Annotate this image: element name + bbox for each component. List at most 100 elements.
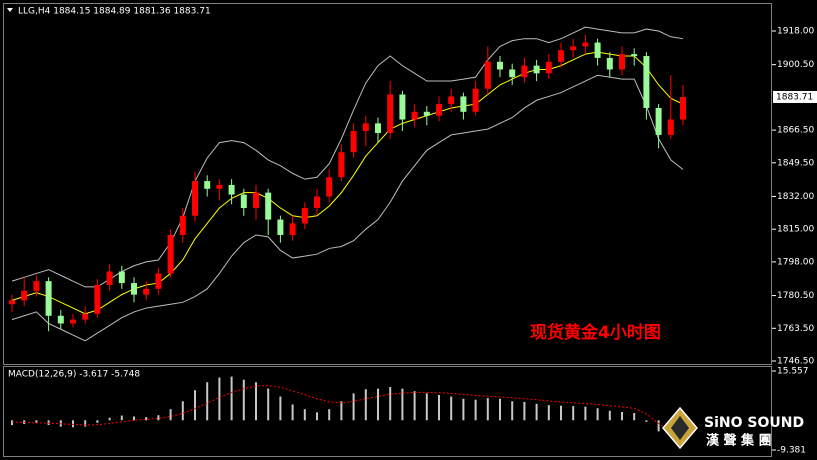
candle-body: [240, 194, 247, 209]
last-price-label: 1883.71: [776, 92, 813, 102]
candle-body: [216, 184, 223, 189]
y-tick-label: 1849.50: [777, 158, 814, 168]
candle-body: [399, 94, 406, 120]
macd-bar: [438, 394, 440, 421]
candle-body: [533, 65, 540, 74]
candle-body: [619, 54, 625, 70]
macd-bar: [242, 379, 245, 421]
candle-body: [667, 119, 674, 135]
macd-bar: [645, 420, 648, 422]
macd-bar: [230, 376, 233, 421]
candle-body: [301, 208, 308, 224]
macd-bar: [194, 390, 196, 421]
annotation: 现货黄金4小时图: [530, 322, 661, 343]
candle-body: [155, 273, 162, 289]
macd-bar: [279, 396, 282, 421]
macd-bar: [316, 412, 318, 421]
y-tick-label: 1918.00: [777, 26, 814, 36]
signal-line: [11, 384, 684, 439]
candle-body: [118, 271, 125, 284]
macd-bar: [108, 417, 111, 421]
candle-body: [545, 61, 552, 74]
macd-bar: [511, 401, 514, 421]
candle-body: [167, 234, 174, 274]
candle-body: [33, 281, 40, 291]
y-tick-label: 1815.00: [777, 225, 814, 235]
macd-bar: [389, 387, 392, 421]
macd-bar: [462, 398, 465, 421]
y-tick-label: 15.557: [777, 367, 809, 377]
y-tick-label: 1780.50: [777, 291, 814, 301]
candle-body: [497, 61, 503, 70]
candle-body: [179, 215, 186, 235]
candle-body: [606, 57, 613, 70]
candle-body: [582, 42, 589, 47]
macd-bar: [145, 417, 148, 421]
y-tick-label: -9.381: [777, 446, 806, 456]
macd-bar: [84, 420, 87, 427]
candle-body: [472, 88, 479, 112]
macd-title: MACD(12,26,9) -3.617 -5.748: [8, 370, 140, 380]
candle-body: [192, 181, 198, 216]
macd-bar: [133, 416, 135, 421]
candle-body: [558, 50, 564, 62]
logo: SiNO SOUND 漢 聲 集 團: [662, 406, 804, 450]
y-tick-label: 1763.50: [777, 324, 814, 334]
macd-bar: [157, 415, 160, 421]
macd-bar: [181, 401, 184, 421]
bollinger-lower: [11, 74, 684, 342]
macd-bar: [267, 388, 270, 421]
macd-bar: [218, 377, 221, 421]
macd-bar: [572, 406, 575, 421]
macd-bar: [413, 391, 416, 421]
macd-bar: [584, 406, 587, 421]
candle-body: [253, 192, 259, 209]
candle-body: [143, 288, 150, 295]
candle-body: [204, 181, 211, 189]
candle-body: [277, 219, 284, 235]
candle-body: [436, 104, 442, 116]
candle-body: [570, 46, 577, 51]
y-tick-label: 1746.50: [777, 356, 814, 366]
candle-body: [338, 152, 345, 178]
candle-body: [521, 65, 528, 78]
candle-body: [314, 196, 320, 209]
candle-body: [594, 42, 601, 58]
macd-bar: [340, 401, 343, 421]
macd-bar: [35, 420, 38, 423]
candle-body: [680, 96, 686, 120]
candle-body: [375, 123, 381, 133]
candle-body: [57, 315, 64, 324]
y-tick-label: 1900.50: [777, 60, 814, 70]
candle-body: [265, 192, 272, 220]
macd-bar: [486, 398, 489, 421]
macd-bar: [621, 412, 623, 421]
candle-body: [9, 300, 15, 305]
candle-body: [411, 111, 418, 120]
macd-bar: [547, 405, 550, 421]
candle-body: [45, 281, 52, 316]
macd-bar: [560, 405, 562, 421]
macd-bar: [474, 399, 477, 421]
macd-bar: [255, 382, 257, 421]
price-panel: [3, 3, 772, 365]
macd-bar: [120, 415, 123, 421]
candle-body: [484, 61, 491, 89]
last-price-box: [773, 90, 817, 103]
candle-body: [423, 111, 430, 116]
macd-bar: [352, 393, 355, 421]
macd-bar: [608, 410, 611, 421]
candle-body: [94, 284, 101, 314]
candle-body: [387, 94, 394, 133]
macd-bar: [657, 420, 660, 432]
macd-bar: [72, 420, 74, 428]
macd-panel: [3, 366, 772, 457]
macd-bar: [169, 409, 172, 421]
logo-name: SiNO SOUND: [704, 415, 804, 431]
candle-body: [326, 177, 333, 197]
candle-body: [131, 283, 137, 295]
macd-bar: [206, 382, 209, 421]
chart-title: LLG,H4 1884.15 1884.89 1881.36 1883.71: [18, 7, 211, 17]
